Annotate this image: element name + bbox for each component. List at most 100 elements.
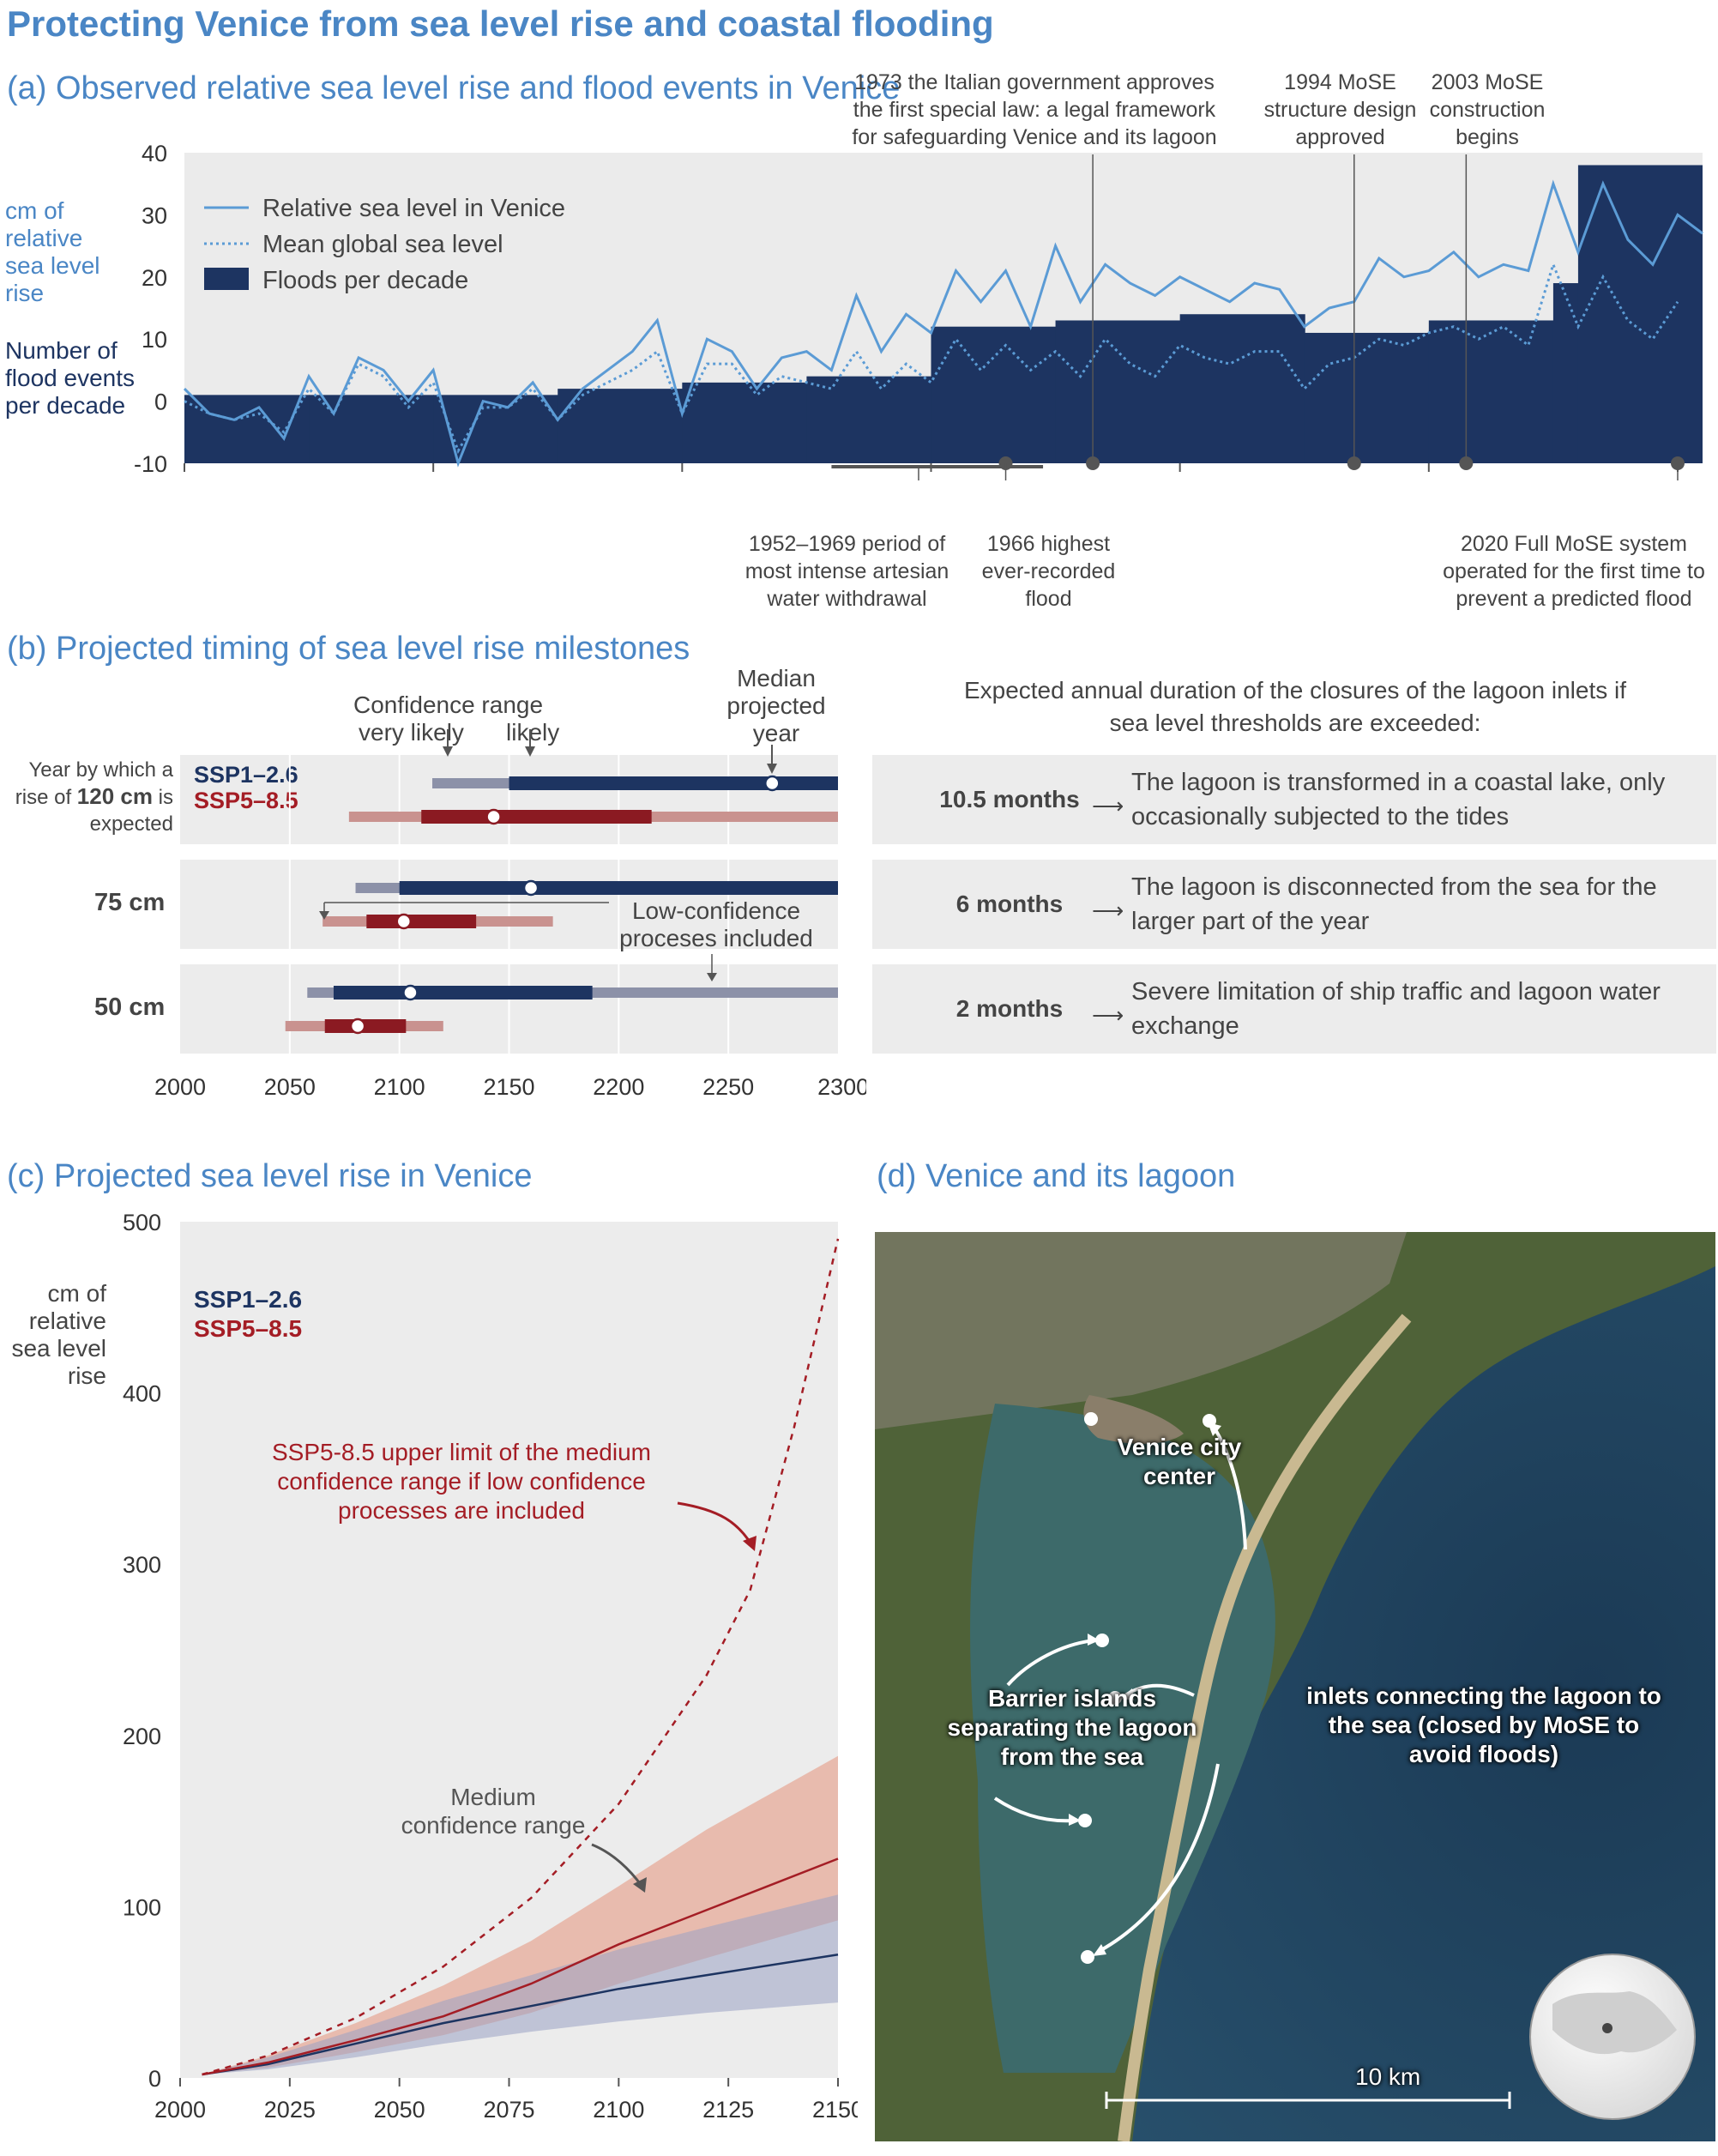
medium-confidence-note: Medium confidence range (401, 1784, 586, 1839)
likely-bar (366, 915, 477, 928)
x-tick-label: 2200 (593, 1074, 644, 1100)
page-title: Protecting Venice from sea level rise an… (7, 3, 994, 44)
x-tick-label: 2300+ (817, 1074, 866, 1100)
ssp5-label-c: SSP5–8.5 (194, 1315, 303, 1342)
panel-d-title: (d) Venice and its lagoon (877, 1158, 1236, 1194)
likely-label: likely (506, 719, 560, 746)
x-tick-label: 2150 (812, 2097, 858, 2123)
flood-bar (1055, 320, 1181, 463)
likely-bar (509, 776, 838, 790)
median-marker (485, 808, 502, 825)
y-tick-label: 0 (148, 2066, 161, 2092)
map-label-city-text: Venice city center (1117, 1434, 1242, 1489)
annotation-2020: 2020 Full MoSE system operated for the f… (1443, 532, 1705, 611)
panel-b-chart: 2000 2050 2100 2150 2200 2250 2300+ (154, 729, 866, 1100)
row-120-bold: 120 cm (76, 783, 153, 809)
flood-bar (1428, 320, 1554, 463)
x-tick-label: 1940 (656, 479, 708, 480)
flood-bar (558, 389, 684, 463)
arrow-to-lido (1215, 1429, 1247, 1550)
row-75-label: 75 cm (94, 889, 166, 916)
ssp5-label-b: SSP5–8.5 (194, 788, 298, 813)
closure-duration-1: 10.5 months (939, 786, 1080, 812)
ssp1-median-line (202, 1954, 839, 2076)
closure-row-1: 10.5 months ⟶ The lagoon is transformed … (872, 755, 1716, 844)
x-tick-label: 2025 (264, 2097, 316, 2123)
arrow-right-icon: ⟶ (1092, 897, 1124, 923)
flood-bar (1577, 165, 1703, 464)
row-120-pre: Year by which a rise of (15, 758, 173, 809)
x-tick-label: 1900 (159, 479, 210, 480)
ssp-legend-c: SSP1–2.6 SSP5–8.5 (194, 1285, 302, 1344)
row-50-label: 50 cm (94, 993, 166, 1021)
arrow-head-icon (1088, 1634, 1100, 1646)
legend-floods-swatch (204, 268, 249, 290)
likely-bar (421, 810, 652, 824)
x-tick-label: 2100 (374, 1074, 425, 1100)
map-label-inlets-text: inlets connecting the lagoon to the sea … (1306, 1682, 1661, 1767)
confidence-range-label: Confidence range (353, 691, 544, 718)
barrier-marker-1 (1095, 1634, 1109, 1647)
event-marker (1670, 456, 1685, 470)
urban-area-mestre (875, 1232, 1407, 1429)
y-tick-label: 30 (142, 202, 167, 228)
arrow-down-icon (767, 764, 777, 774)
x-tick-label: 2250 (702, 1074, 754, 1100)
relative-sea-level-line (183, 179, 1703, 468)
arrow-head-icon (1120, 1688, 1134, 1700)
arrow-down-icon (525, 746, 535, 757)
ssp1-confidence-band (202, 1894, 839, 2075)
x-tick-label: 2000 (1403, 479, 1455, 480)
median-marker (395, 913, 413, 930)
annotation-1966: 1966 highest ever-recorded flood (981, 532, 1116, 611)
y-tick-label: 500 (123, 1210, 161, 1235)
map-scale-label: 10 km (1355, 2063, 1421, 2090)
inlet-marker-chioggia (1081, 1950, 1094, 1964)
lagoon-area (970, 1404, 1275, 2073)
globe-land-shape (1552, 1991, 1677, 2055)
arrow-to-chioggia (1099, 1763, 1220, 1953)
panel-a-title: (a) Observed relative sea level rise and… (7, 70, 901, 106)
closure-text-1: The lagoon is transformed in a coastal l… (1131, 769, 1666, 830)
closure-text-3: Severe limitation of ship traffic and la… (1131, 978, 1661, 1040)
flood-bar (1179, 314, 1305, 463)
x-tick-label: 2125 (702, 2097, 754, 2123)
x-tick-label: 2000 (154, 1074, 206, 1100)
x-tick-label: 2100 (593, 2097, 644, 2123)
median-marker (522, 879, 540, 897)
x-tick-label: 2075 (483, 2097, 534, 2123)
flood-bar (682, 382, 808, 463)
row-120-label: Year by which a rise of 120 cm is expect… (5, 757, 173, 837)
globe-location-marker (1602, 2023, 1613, 2033)
closure-row-3: 2 months ⟶ Severe limitation of ship tra… (872, 964, 1716, 1054)
ssp5-upper-limit-line (202, 1238, 840, 2076)
inlet-marker-malamocco (1108, 1691, 1122, 1705)
median-marker (764, 775, 781, 792)
venice-lagoon-map (875, 1232, 1715, 2141)
y-tick-label: 0 (154, 390, 167, 415)
closure-duration-2: 6 months (955, 891, 1064, 917)
ssp1-label-c: SSP1–2.6 (194, 1286, 303, 1313)
x-tick-label: 1960 (905, 479, 956, 480)
arrow-head-icon (1208, 1422, 1221, 1436)
ssp1-label-b: SSP1–2.6 (194, 762, 298, 788)
barrier-island (1118, 1314, 1412, 2141)
map-label-barrier-text: Barrier islands separating the lagoon fr… (947, 1685, 1197, 1770)
x-tick-label: 2150 (483, 1074, 534, 1100)
annotation-1994: 1994 MoSE structure design approved (1263, 70, 1417, 149)
panel-c-title: (c) Projected sea level rise in Venice (7, 1158, 533, 1194)
panel-c-chart: 500 400 300 200 100 0 2000 2025 2050 2075 2100 2125… (123, 1210, 858, 2123)
y-tick-label: 300 (123, 1552, 161, 1578)
upper-limit-note: SSP5-8.5 upper limit of the medium confi… (272, 1439, 651, 1524)
event-marker (1347, 456, 1361, 470)
map-label-city: Venice city center (1106, 1433, 1252, 1491)
legend-relative-label: Relative sea level in Venice (262, 195, 565, 222)
y-tick-label: 10 (142, 327, 167, 353)
panel-a-chart: 403020100-101900192019401960198020002020… (134, 141, 1703, 480)
low-confidence-label: Low-confidence proceses included (619, 897, 813, 951)
arrow-right-icon: ⟶ (1092, 793, 1124, 818)
panel-a-y-label-sea: cm of relative sea level rise (5, 197, 100, 306)
likely-bar (333, 986, 593, 999)
arrow-down-icon (707, 973, 717, 981)
y-tick-label: 100 (123, 1894, 161, 1920)
